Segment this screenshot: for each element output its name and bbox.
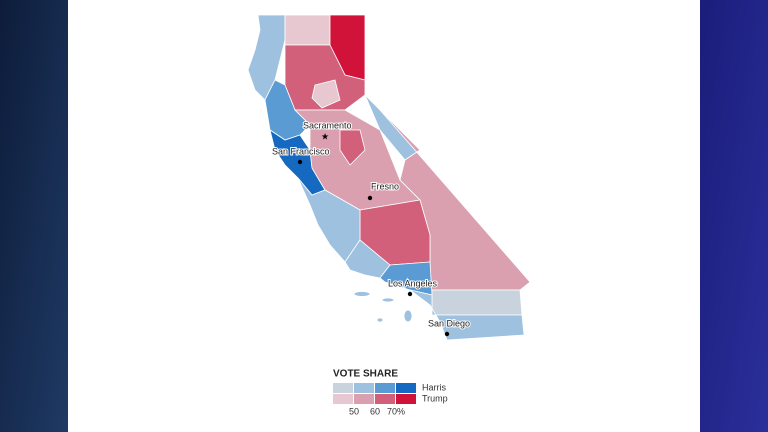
legend-label: Harris (422, 382, 446, 392)
city-dot (297, 159, 303, 165)
legend-swatch (354, 383, 374, 393)
city-markers: ★ (297, 131, 450, 337)
legend-swatch (333, 383, 353, 393)
left-backdrop (0, 0, 68, 432)
legend-swatch (375, 394, 395, 404)
county-region (339, 129, 366, 166)
city-label: Los Angeles (388, 278, 438, 288)
county-region (311, 79, 341, 109)
island (353, 291, 371, 297)
legend-label: Trump (422, 393, 448, 403)
county-region (431, 289, 523, 316)
capital-star: ★ (321, 131, 329, 141)
legend-tick-label: 50 (349, 406, 359, 416)
county-region (409, 289, 525, 341)
island (403, 309, 413, 323)
city-label: San Diego (428, 318, 470, 328)
legend-swatch (375, 383, 395, 393)
legend-swatch (396, 394, 416, 404)
california-map (247, 14, 531, 341)
legend-tick-label: 70% (387, 406, 405, 416)
legend-swatch (354, 394, 374, 404)
legend-swatch (396, 383, 416, 393)
legend-swatch (333, 394, 353, 404)
legend-tick-label: 60 (370, 406, 380, 416)
right-backdrop (700, 0, 768, 432)
city-label: Sacramento (303, 120, 352, 130)
legend-title: VOTE SHARE (333, 369, 398, 380)
city-dot (444, 331, 450, 337)
island (376, 317, 384, 323)
city-dot (407, 291, 413, 297)
city-dot (367, 195, 373, 201)
city-label: San Francisco (272, 146, 330, 156)
county-region (284, 14, 331, 46)
island (381, 297, 395, 303)
city-label: Fresno (371, 181, 399, 191)
